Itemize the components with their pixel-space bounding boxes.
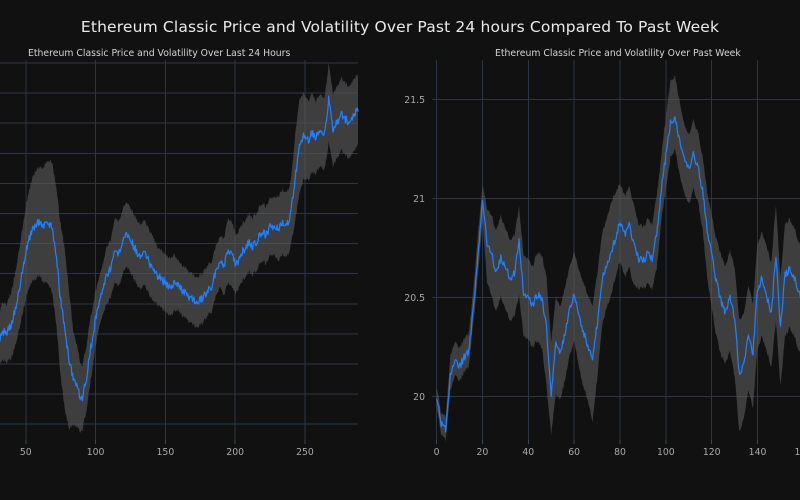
figure-title: Ethereum Classic Price and Volatility Ov… bbox=[80, 18, 720, 36]
chart-right-plot: 0 20 40 60 80 100 120 140 160 20 20.5 21 21.5 bbox=[404, 60, 800, 458]
svg-text:50: 50 bbox=[20, 447, 32, 458]
svg-text:200: 200 bbox=[226, 447, 244, 458]
svg-text:120: 120 bbox=[703, 447, 721, 458]
chart-left-plot: 50 100 150 200 250 bbox=[0, 60, 359, 458]
chart-panel-left: Ethereum Classic Price and Volatility Ov… bbox=[0, 40, 400, 500]
svg-text:150: 150 bbox=[157, 447, 175, 458]
svg-text:80: 80 bbox=[614, 447, 626, 458]
svg-text:140: 140 bbox=[749, 447, 767, 458]
svg-text:21.5: 21.5 bbox=[404, 95, 425, 106]
svg-text:250: 250 bbox=[296, 447, 314, 458]
svg-text:160: 160 bbox=[795, 447, 800, 458]
svg-text:21: 21 bbox=[413, 194, 425, 205]
svg-text:60: 60 bbox=[568, 447, 580, 458]
svg-text:40: 40 bbox=[522, 447, 534, 458]
svg-text:100: 100 bbox=[87, 447, 105, 458]
chart-left-subtitle: Ethereum Classic Price and Volatility Ov… bbox=[28, 48, 291, 59]
chart-right-subtitle: Ethereum Classic Price and Volatility Ov… bbox=[495, 48, 741, 59]
svg-text:20: 20 bbox=[477, 447, 489, 458]
svg-text:0: 0 bbox=[434, 447, 440, 458]
chart-panel-right: Ethereum Classic Price and Volatility Ov… bbox=[400, 40, 800, 500]
svg-text:20.5: 20.5 bbox=[404, 293, 425, 304]
svg-text:20: 20 bbox=[413, 392, 425, 403]
svg-text:100: 100 bbox=[657, 447, 675, 458]
